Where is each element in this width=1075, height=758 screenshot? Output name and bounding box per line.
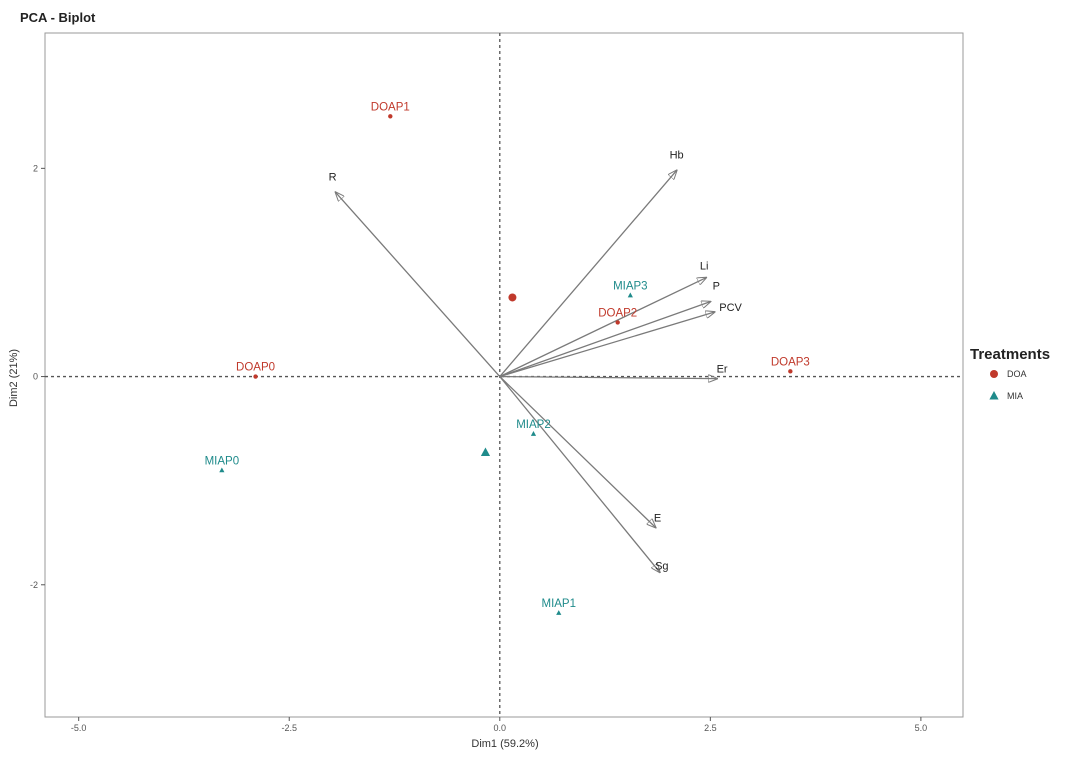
point-miap0 [219,467,225,473]
x-tick-label: 5.0 [915,723,928,733]
variable-label-p: P [713,281,720,293]
legend-items: DOA MIA [989,369,1027,401]
x-tick-label: -5.0 [71,723,87,733]
variable-arrow-hb [499,170,677,377]
variable-label-sg: Sg [655,560,668,572]
x-tick-label: 0.0 [494,723,507,733]
centroid-mia [480,447,491,457]
plot-area: -5.0 -2.5 0.0 2.5 5.0 -2 0 2 R Hb Li P PCV Er E Sg DOAP0… [30,32,964,733]
point-miap2 [530,431,537,436]
point-label-miap0: MIAP0 [205,455,240,467]
x-tick-label: -2.5 [281,723,297,733]
legend-key-doa [990,370,998,378]
variable-arrow-sg [499,376,660,573]
y-tick-label: -2 [30,580,38,590]
point-doap0 [253,374,258,379]
legend-label-doa: DOA [1007,369,1027,379]
point-miap3 [627,292,633,298]
centroid-doa [508,293,517,302]
variable-label-er: Er [717,364,728,376]
plot-panel-border [44,32,964,718]
x-tick-label: 2.5 [704,723,717,733]
variable-arrow-er [499,377,717,379]
variable-arrow-p [499,302,711,378]
variable-label-r: R [329,171,337,183]
y-axis-label: Dim2 (21%) [8,349,20,407]
point-doap2 [615,320,620,325]
y-tick-label: 0 [33,372,38,382]
legend-label-mia: MIA [1007,391,1023,401]
point-label-doap0: DOAP0 [236,362,275,374]
x-axis-label: Dim1 (59.2%) [471,738,538,750]
point-label-doap2: DOAP2 [598,307,637,319]
variable-label-li: Li [700,261,709,273]
legend-key-mia [989,391,999,400]
legend: Treatments DOA MIA [970,346,1050,401]
variable-label-hb: Hb [670,149,684,161]
variable-arrow-pcv [499,312,715,378]
point-doap3 [788,369,793,374]
variable-label-e: E [654,513,661,525]
chart-title: PCA - Biplot [20,10,96,25]
point-label-miap1: MIAP1 [541,598,576,610]
point-miap1 [556,610,562,615]
point-label-doap3: DOAP3 [771,356,810,368]
point-label-miap2: MIAP2 [516,419,551,431]
variable-arrow-e [499,376,656,528]
point-label-doap1: DOAP1 [371,101,410,113]
legend-title: Treatments [970,346,1050,363]
point-doap1 [388,114,393,119]
variable-arrow-r [336,192,501,377]
y-tick-label: 2 [33,163,38,173]
point-label-miap3: MIAP3 [613,280,648,292]
variable-arrow-li [499,278,706,378]
variable-label-pcv: PCV [719,302,742,314]
